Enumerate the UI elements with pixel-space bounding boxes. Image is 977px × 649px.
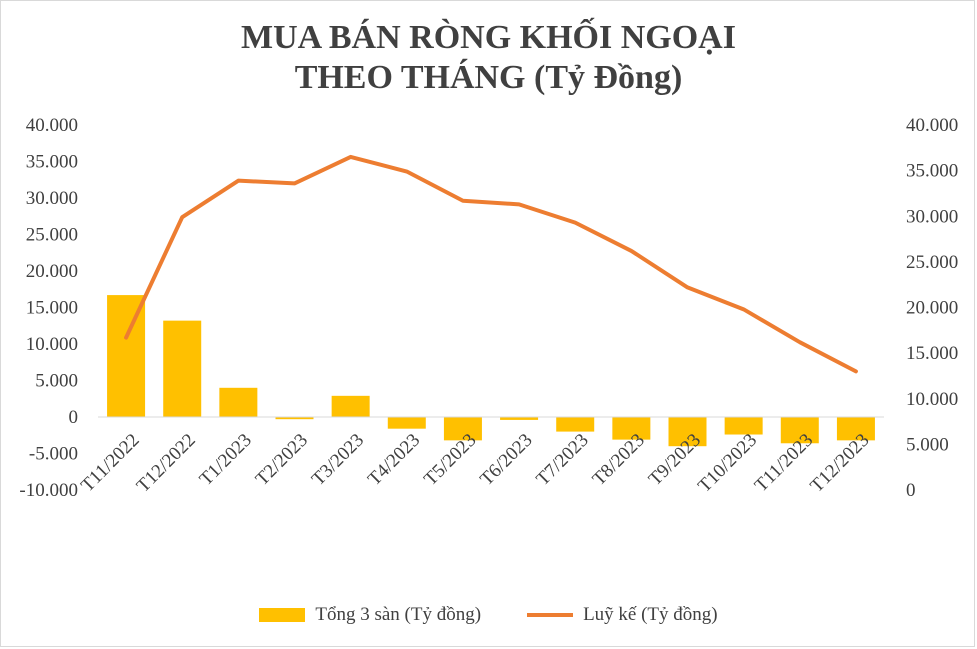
bar (724, 417, 763, 435)
legend: Tổng 3 sàn (Tỷ đồng) Luỹ kế (Tỷ đồng) (0, 600, 977, 630)
bar (836, 417, 875, 441)
y-left-tick-label: 20.000 (26, 261, 78, 282)
y-right-tick-label: 30.000 (906, 206, 958, 227)
bar (219, 387, 258, 417)
y-left-tick-label: 25.000 (26, 225, 78, 246)
y-left-tick-label: 15.000 (26, 298, 78, 319)
bar (780, 417, 819, 444)
y-left-tick-label: 10.000 (26, 334, 78, 355)
bar (331, 395, 370, 417)
x-tick-label: T6/2023 (476, 430, 536, 490)
legend-swatch-line (527, 613, 574, 617)
chart-title: MUA BÁN RÒNG KHỐI NGOẠI THEO THÁNG (Tỷ Đ… (0, 18, 977, 98)
y-left-tick-label: -5.000 (29, 444, 78, 465)
y-right-tick-label: 40.000 (906, 115, 958, 136)
bar (275, 417, 314, 420)
x-tick-label: T12/2022 (133, 430, 200, 497)
series-line (124, 154, 858, 374)
x-tick-label: T11/2022 (77, 430, 144, 497)
legend-label-line: Luỹ kế (Tỷ đồng) (583, 604, 718, 625)
chart-title-line-1: MUA BÁN RÒNG KHỐI NGOẠI (241, 19, 736, 56)
y-left-tick-label: 0 (69, 407, 79, 428)
y-left-tick-label: 35.000 (26, 152, 78, 173)
bar (612, 417, 651, 440)
y-right-tick-label: 35.000 (906, 161, 958, 182)
x-tick-label: T7/2023 (532, 430, 592, 490)
y-left-tick-label: 40.000 (26, 115, 78, 136)
y-right-tick-label: 15.000 (906, 343, 958, 364)
y-left-tick-label: 30.000 (26, 188, 78, 209)
legend-label-bars: Tổng 3 sàn (Tỷ đồng) (315, 604, 482, 625)
legend-item-bars: Tổng 3 sàn (Tỷ đồng) (259, 604, 481, 626)
y-right-tick-label: 0 (906, 480, 916, 501)
y-left-tick-label: 5.000 (35, 371, 78, 392)
legend-swatch-bars (259, 608, 306, 622)
bar (387, 417, 426, 429)
bar (668, 417, 707, 447)
bar (107, 295, 146, 417)
x-tick-label: T3/2023 (308, 430, 368, 490)
y-right-tick-label: 25.000 (906, 252, 958, 273)
bar (556, 417, 595, 432)
y-right-tick-label: 20.000 (906, 298, 958, 319)
x-tick-label: T4/2023 (364, 430, 424, 490)
x-tick-label: T2/2023 (252, 430, 312, 490)
x-tick-label: T1/2023 (196, 430, 256, 490)
bar (443, 417, 482, 441)
y-right-tick-label: 10.000 (906, 389, 958, 410)
y-left-tick-label: -10.000 (19, 480, 78, 501)
legend-item-line: Luỹ kế (Tỷ đồng) (527, 604, 718, 626)
chart-title-line-2: THEO THÁNG (Tỷ Đồng) (294, 59, 683, 96)
bar (163, 320, 202, 417)
chart-plot: -10.000 -5.000 0 5.000 10.000 15.000 20.000 25.… (19, 115, 958, 501)
bar (500, 417, 539, 420)
y-right-tick-label: 5.000 (906, 434, 949, 455)
